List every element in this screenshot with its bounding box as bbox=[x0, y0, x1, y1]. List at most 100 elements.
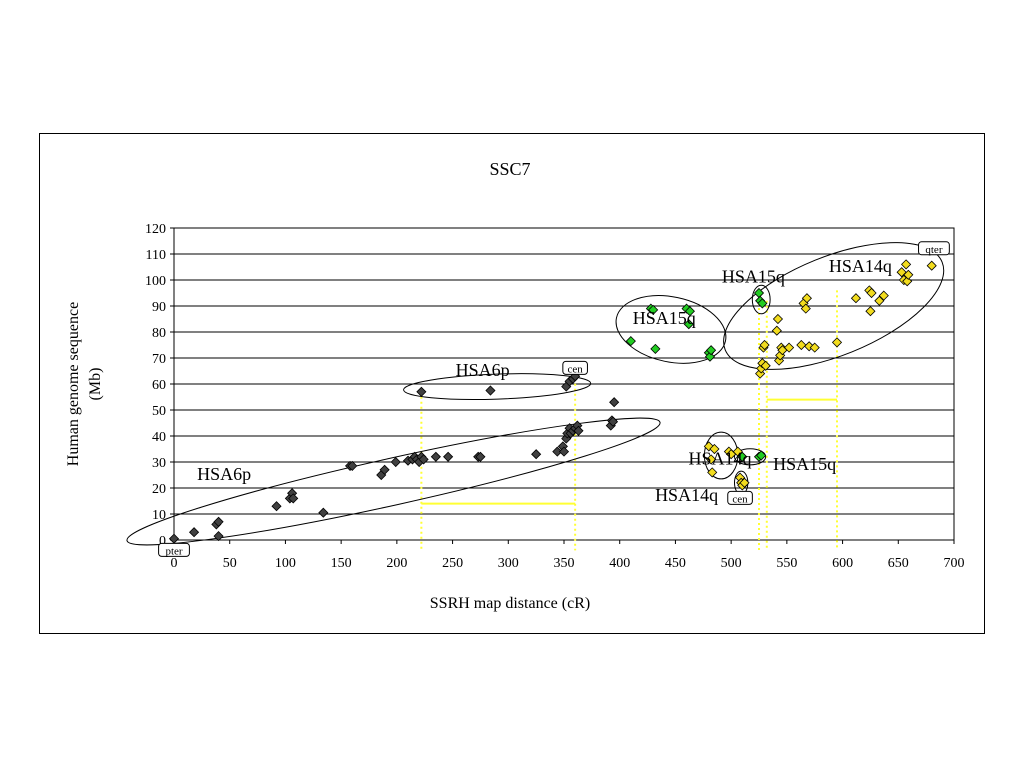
data-point bbox=[874, 295, 885, 306]
cluster-ellipse bbox=[403, 373, 592, 400]
y-tick-label: 20 bbox=[152, 482, 166, 497]
data-point bbox=[800, 303, 811, 314]
y-tick-label: 0 bbox=[159, 534, 166, 549]
data-point bbox=[390, 456, 401, 468]
data-point bbox=[706, 345, 717, 356]
x-tick-label: 700 bbox=[944, 556, 965, 571]
x-tick-label: 250 bbox=[442, 556, 463, 571]
y-tick-label: 10 bbox=[152, 508, 166, 523]
data-point bbox=[475, 451, 486, 462]
data-point bbox=[831, 337, 843, 348]
data-point bbox=[865, 306, 876, 317]
data-point bbox=[430, 451, 441, 462]
boxed-label: qter bbox=[925, 244, 942, 256]
data-point bbox=[552, 446, 563, 457]
data-point bbox=[759, 339, 770, 351]
data-point bbox=[684, 306, 695, 317]
data-point bbox=[772, 313, 784, 325]
data-point bbox=[625, 336, 636, 347]
data-point bbox=[573, 425, 584, 436]
data-point bbox=[809, 342, 820, 353]
data-point bbox=[347, 460, 358, 471]
boxed-label: pter bbox=[165, 545, 182, 557]
data-point bbox=[485, 385, 496, 396]
data-point bbox=[648, 304, 659, 315]
cluster-label: HSA15q bbox=[633, 308, 696, 328]
x-axis-label: SSRH map distance (cR) bbox=[430, 595, 590, 612]
data-point bbox=[801, 293, 812, 304]
boxed-label-box bbox=[918, 241, 950, 256]
data-point bbox=[683, 319, 694, 330]
y-tick-label: 90 bbox=[152, 300, 166, 315]
y-axis-label-line: (Mb) bbox=[87, 368, 104, 401]
y-tick-label: 40 bbox=[152, 430, 166, 445]
data-point bbox=[756, 450, 767, 461]
data-point bbox=[901, 259, 912, 270]
data-point bbox=[416, 386, 427, 397]
data-point bbox=[607, 416, 619, 427]
cluster-label: HSA14q bbox=[829, 256, 892, 276]
chart-frame: SSC7 0 10 20 30 40 50 60 70 80 90 100 110 120 0 50 100 15… bbox=[39, 133, 985, 634]
data-point bbox=[706, 454, 717, 465]
data-point bbox=[926, 260, 937, 271]
data-point bbox=[737, 451, 748, 462]
y-tick-label: 120 bbox=[145, 222, 166, 237]
data-point bbox=[757, 298, 768, 309]
y-axis-label: Human genome sequence (Mb) bbox=[65, 302, 104, 466]
data-point bbox=[318, 507, 329, 518]
data-point bbox=[188, 527, 200, 538]
data-point bbox=[379, 464, 390, 475]
cluster-label: HSA14q bbox=[655, 485, 718, 505]
chart-title: SSC7 bbox=[489, 159, 530, 179]
data-point bbox=[707, 467, 718, 478]
data-point bbox=[609, 397, 620, 408]
data-point bbox=[878, 290, 889, 301]
data-point bbox=[704, 351, 716, 362]
cluster-label: HSA6p bbox=[456, 360, 510, 380]
cluster-label: HSA6p bbox=[197, 464, 251, 484]
y-tick-label: 100 bbox=[145, 274, 166, 289]
boxed-label-box bbox=[727, 490, 753, 505]
x-tick-label: 50 bbox=[223, 556, 237, 571]
y-tick-label: 30 bbox=[152, 456, 166, 471]
boxed-label: cen bbox=[568, 363, 584, 375]
cluster-ellipse bbox=[733, 448, 767, 466]
data-point bbox=[213, 531, 224, 542]
x-tick-label: 0 bbox=[171, 556, 178, 571]
data-point bbox=[709, 443, 720, 455]
cluster-label: HSA14q bbox=[688, 449, 751, 469]
boxed-label-box bbox=[562, 360, 588, 375]
data-point bbox=[771, 325, 782, 336]
cluster-ellipse bbox=[126, 417, 661, 546]
cluster-ellipse bbox=[615, 295, 727, 364]
data-point bbox=[732, 446, 743, 457]
scatter-chart: SSC7 0 10 20 30 40 50 60 70 80 90 100 110 120 0 50 100 15… bbox=[65, 159, 965, 612]
x-tick-label: 200 bbox=[386, 556, 407, 571]
cluster-label: HSA15q bbox=[773, 454, 836, 474]
data-point bbox=[650, 343, 661, 354]
data-point bbox=[796, 339, 807, 351]
x-tick-label: 650 bbox=[888, 556, 909, 571]
x-tick-label: 500 bbox=[721, 556, 742, 571]
data-point bbox=[288, 493, 299, 504]
data-point bbox=[866, 287, 877, 299]
data-point bbox=[903, 269, 914, 280]
data-point bbox=[850, 293, 862, 304]
data-point bbox=[784, 342, 795, 353]
data-point bbox=[902, 276, 913, 287]
cluster-label: HSA15q bbox=[722, 267, 785, 287]
x-tick-label: 400 bbox=[609, 556, 630, 571]
y-tick-label: 110 bbox=[146, 248, 166, 263]
data-point bbox=[418, 454, 429, 465]
x-tick-label: 150 bbox=[331, 556, 352, 571]
x-tick-label: 550 bbox=[776, 556, 797, 571]
x-tick-label: 300 bbox=[498, 556, 519, 571]
cluster-ellipse bbox=[751, 284, 771, 315]
cluster-ellipse bbox=[723, 242, 945, 370]
boxed-label: cen bbox=[732, 493, 748, 505]
boxed-label-box bbox=[158, 542, 190, 557]
y-axis-label-line: Human genome sequence bbox=[65, 302, 82, 466]
x-tick-label: 600 bbox=[832, 556, 853, 571]
data-point bbox=[531, 449, 542, 460]
data-point bbox=[443, 451, 454, 462]
